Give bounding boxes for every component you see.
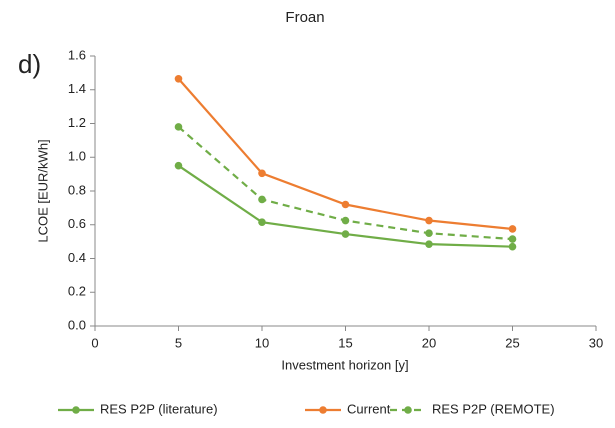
y-tick-label: 0.8 [68,182,86,197]
y-tick-label: 1.2 [68,115,86,130]
data-point [508,242,517,251]
data-point [174,161,183,170]
data-point [425,240,433,248]
data-point [258,195,266,204]
legend-label: RES P2P (REMOTE) [432,401,555,416]
y-tick-label: 1.4 [68,81,86,96]
data-point [174,74,183,83]
data-point [174,123,183,131]
chart-title: Froan [285,9,324,26]
legend-label: Current [347,401,391,416]
legend-marker [319,406,327,414]
data-point [258,169,266,178]
data-point [258,218,266,227]
y-tick-label: 0.0 [68,317,86,332]
y-tick-label: 1.6 [68,47,86,62]
x-tick-label: 5 [175,335,182,350]
y-tick-label: 0.2 [68,284,86,299]
y-tick-label: 0.4 [68,250,86,265]
data-point [425,216,433,225]
x-tick-label: 10 [255,335,269,350]
legend-marker [72,406,80,414]
x-tick-label: 25 [505,335,519,350]
x-tick-label: 15 [338,335,352,350]
x-axis-label: Investment horizon [y] [281,357,408,372]
y-tick-label: 0.6 [68,216,86,231]
data-point [508,225,517,233]
y-tick-label: 1.0 [68,149,86,164]
y-axis-label: LCOE [EUR/kWh] [35,139,50,242]
data-point [425,229,433,237]
x-tick-label: 30 [589,335,603,350]
data-point [341,230,350,238]
data-point [508,235,517,243]
legend-marker [404,406,412,414]
panel-label: d) [18,49,41,79]
x-tick-label: 0 [91,335,98,350]
data-point [341,200,350,209]
legend-label: RES P2P (literature) [100,401,218,416]
data-point [341,216,350,225]
x-tick-label: 20 [422,335,436,350]
